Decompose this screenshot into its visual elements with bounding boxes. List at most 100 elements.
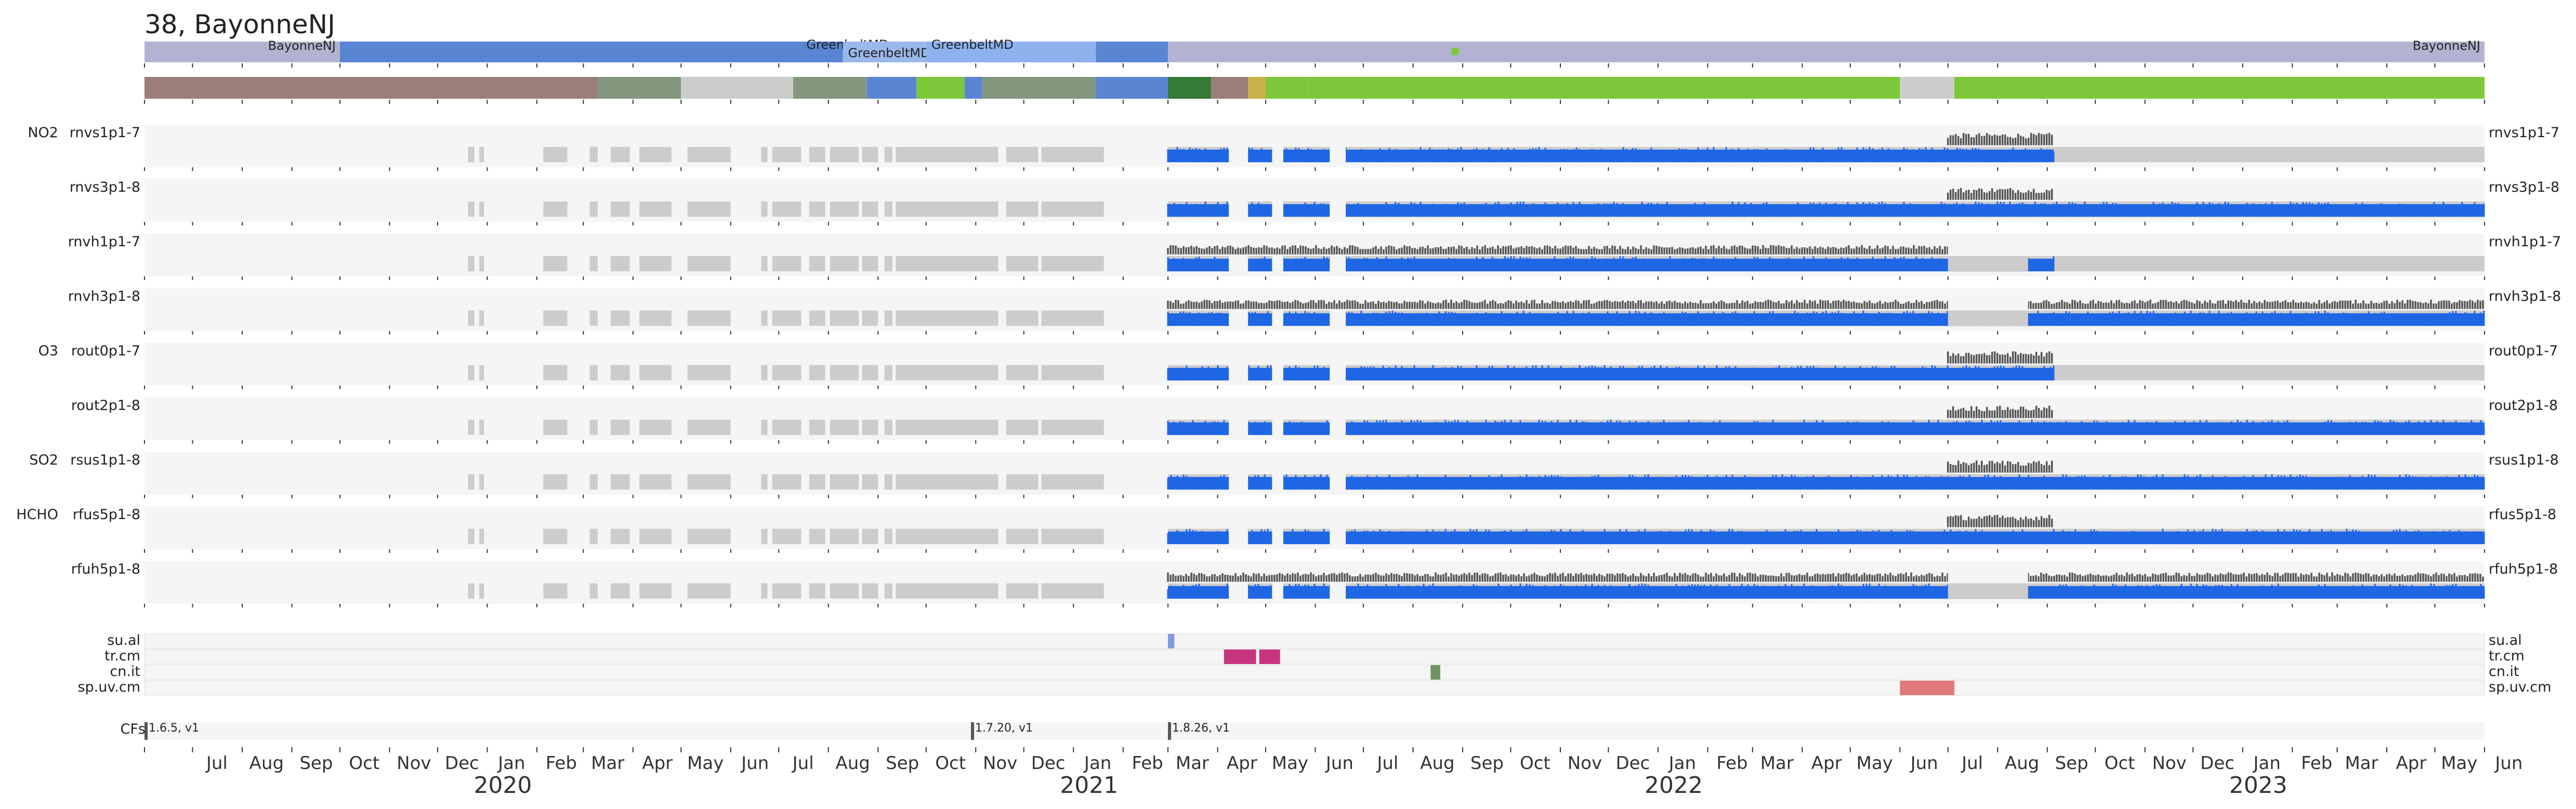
x-tick-label: Dec — [445, 753, 479, 774]
status-segment — [681, 77, 793, 99]
nodata-block — [468, 583, 475, 599]
upper-histogram — [1947, 405, 2053, 418]
nodata-block — [896, 256, 998, 272]
x-tick-label: Sep — [886, 753, 919, 774]
location-label: GreenbeltMD — [931, 37, 1014, 52]
product-group-label: NO2 — [28, 125, 58, 141]
status-segment — [866, 77, 917, 99]
nodata-block — [639, 147, 672, 163]
nodata-block — [479, 201, 484, 217]
nodata-block — [1006, 147, 1039, 163]
location-segment — [1168, 42, 2485, 62]
x-tick-label: May — [2441, 753, 2477, 774]
upper-gap — [1948, 563, 2028, 585]
nodata-block — [761, 256, 768, 272]
data-gap — [1229, 401, 1248, 440]
nodata-block — [589, 201, 598, 217]
status-segment — [1954, 77, 2485, 99]
x-tick-label: Apr — [1811, 753, 1842, 774]
x-tick-label: Nov — [2152, 753, 2186, 774]
nodata-block — [543, 474, 568, 490]
product-panel: rnvs1p1-7 NO2 rnvs1p1-7 — [28, 125, 2559, 171]
nodata-block — [1948, 256, 2028, 272]
x-tick-label: Sep — [1470, 753, 1504, 774]
nodata-block — [610, 256, 630, 272]
x-tick-label: Jul — [1961, 753, 1983, 774]
upper-histogram — [1167, 572, 2484, 582]
flag-track-background — [144, 680, 2485, 696]
location-label: BayonneNJ — [268, 38, 336, 53]
nodata-block — [468, 256, 475, 272]
nodata-block — [884, 528, 893, 545]
nodata-block — [610, 201, 630, 217]
status-segment — [793, 77, 867, 99]
data-gap — [1330, 182, 1346, 222]
nodata-block — [809, 201, 825, 217]
data-spikes — [1167, 201, 2485, 217]
product-panel: rout2p1-8 rout2p1-8 — [71, 397, 2558, 444]
nodata-block — [1041, 147, 1104, 163]
x-tick-label: Jan — [1083, 753, 1111, 774]
upper-histogram — [1947, 514, 2053, 527]
nodata-block — [479, 419, 484, 435]
product-group-label: HCHO — [16, 507, 58, 523]
nodata-block — [639, 474, 672, 490]
data-gap — [1272, 291, 1283, 331]
flag-track-background — [144, 665, 2485, 680]
data-gap — [1330, 564, 1346, 604]
x-tick-label: Apr — [1227, 753, 1257, 774]
nodata-block — [610, 474, 630, 490]
data-gap — [1272, 182, 1283, 222]
year-label: 2020 — [474, 772, 532, 799]
x-tick-label: Aug — [1420, 753, 1454, 774]
product-label-left: rnvh3p1-8 — [68, 288, 140, 304]
data-gap — [1272, 346, 1283, 386]
data-gap — [1272, 401, 1283, 440]
status-segment — [982, 77, 1096, 99]
nodata-block — [687, 365, 731, 381]
location-segment — [801, 42, 843, 62]
cfs-version-label: 1.8.26, v1 — [1172, 722, 1230, 735]
nodata-block — [761, 365, 768, 381]
nodata-block — [479, 147, 484, 163]
nodata-block — [884, 474, 893, 490]
cfs-title: CFs — [121, 721, 146, 737]
nodata-block — [884, 419, 893, 435]
upper-histogram — [1947, 460, 2053, 473]
data-gap — [1229, 510, 1248, 549]
nodata-block — [1041, 583, 1104, 599]
cfs-marker — [144, 722, 148, 740]
location-marker — [1451, 48, 1459, 55]
nodata-block — [1006, 201, 1039, 217]
data-spikes — [1167, 474, 2485, 490]
location-segment — [144, 42, 340, 62]
nodata-block — [830, 528, 859, 545]
nodata-block — [761, 583, 768, 599]
x-tick-label: Jun — [1910, 753, 1938, 774]
product-label-right: rout0p1-7 — [2489, 343, 2558, 359]
x-tick-label: Dec — [2200, 753, 2235, 774]
status-segment — [964, 77, 982, 99]
x-tick-label: May — [1272, 753, 1308, 774]
x-tick-label: Feb — [1132, 753, 1163, 774]
data-gap — [1272, 128, 1283, 167]
product-group-label: O3 — [38, 343, 58, 359]
nodata-block — [1948, 583, 2028, 599]
product-label-right: rsus1p1-8 — [2489, 452, 2559, 468]
product-label-right: rout2p1-8 — [2489, 397, 2558, 414]
x-tick-label: Sep — [299, 753, 333, 774]
upper-gap — [1948, 236, 2028, 257]
nodata-block — [1041, 365, 1104, 381]
nodata-block — [772, 256, 801, 272]
nodata-block — [830, 419, 859, 435]
flag-mark — [1430, 665, 1440, 680]
nodata-block — [610, 310, 630, 326]
cfs-marker — [1168, 722, 1172, 740]
nodata-block — [884, 365, 893, 381]
nodata-block — [610, 583, 630, 599]
x-tick-label: Mar — [1176, 753, 1209, 774]
nodata-block — [830, 310, 859, 326]
nodata-block — [468, 474, 475, 490]
